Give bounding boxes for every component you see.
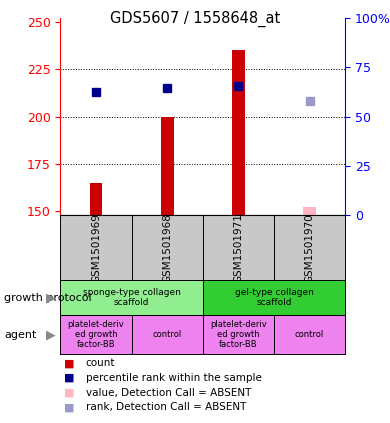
Text: ▶: ▶ — [46, 291, 55, 304]
Bar — [132, 315, 203, 354]
Text: count: count — [86, 358, 115, 368]
Text: growth protocol: growth protocol — [4, 293, 92, 303]
Text: platelet-deriv
ed growth
factor-BB: platelet-deriv ed growth factor-BB — [210, 320, 267, 349]
Bar — [60, 280, 203, 315]
Text: agent: agent — [4, 330, 36, 340]
Bar — [90, 183, 103, 215]
Bar — [161, 116, 174, 215]
Text: ■: ■ — [64, 402, 75, 412]
Bar — [274, 315, 345, 354]
Text: control: control — [295, 330, 324, 339]
Text: sponge-type collagen
scaffold: sponge-type collagen scaffold — [83, 288, 181, 308]
Text: rank, Detection Call = ABSENT: rank, Detection Call = ABSENT — [86, 402, 246, 412]
Bar — [203, 280, 345, 315]
Text: GSM1501968: GSM1501968 — [162, 213, 172, 283]
Text: GDS5607 / 1558648_at: GDS5607 / 1558648_at — [110, 11, 280, 27]
Bar — [232, 50, 245, 215]
Text: percentile rank within the sample: percentile rank within the sample — [86, 373, 262, 383]
Bar — [203, 315, 274, 354]
Text: ■: ■ — [64, 358, 75, 368]
Bar — [303, 207, 316, 215]
Text: ■: ■ — [64, 387, 75, 398]
Text: value, Detection Call = ABSENT: value, Detection Call = ABSENT — [86, 387, 251, 398]
Text: gel-type collagen
scaffold: gel-type collagen scaffold — [234, 288, 314, 308]
Text: platelet-deriv
ed growth
factor-BB: platelet-deriv ed growth factor-BB — [67, 320, 124, 349]
Text: GSM1501969: GSM1501969 — [91, 213, 101, 283]
Text: GSM1501971: GSM1501971 — [233, 213, 243, 283]
Text: GSM1501970: GSM1501970 — [305, 213, 315, 283]
Bar — [60, 315, 132, 354]
Text: control: control — [152, 330, 182, 339]
Text: ▶: ▶ — [46, 328, 55, 341]
Text: ■: ■ — [64, 373, 75, 383]
